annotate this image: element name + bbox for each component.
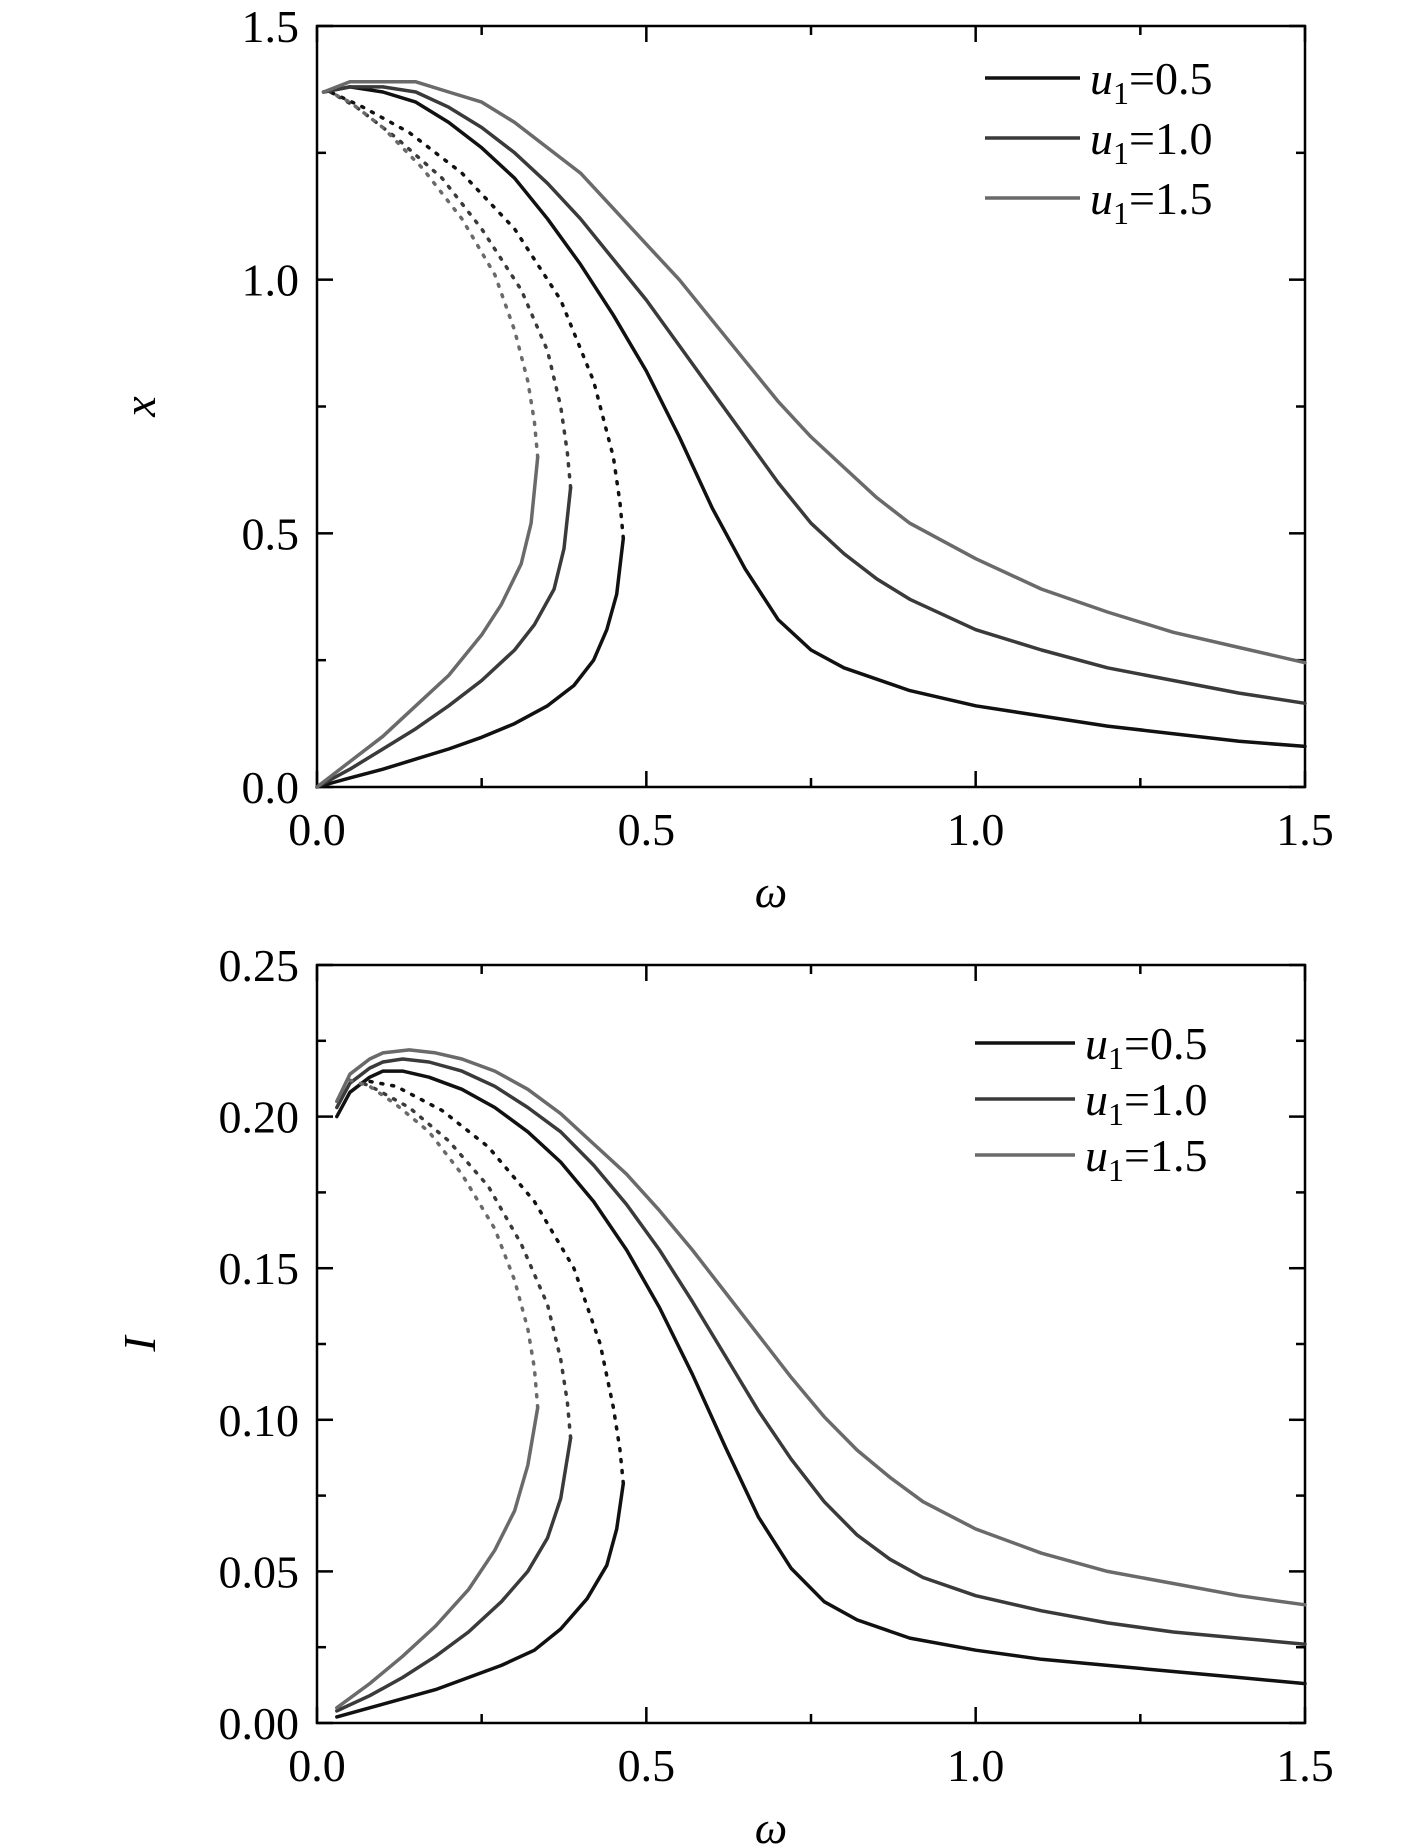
y-axis-title: x <box>114 396 165 418</box>
series-3-lower-branch <box>315 455 540 789</box>
x-axis-title: ω <box>755 1802 787 1846</box>
legend-var: u <box>1090 53 1113 104</box>
legend-subscript: 1 <box>1113 75 1129 111</box>
legend-subscript: 1 <box>1108 1040 1124 1076</box>
y-axis-title: I <box>114 1334 165 1353</box>
y-tick-label: 0.25 <box>219 940 300 991</box>
series-2-upper-branch <box>321 85 1307 706</box>
legend-var: u <box>1085 1074 1108 1125</box>
legend-label-3: u1=1.5 <box>1085 1130 1207 1188</box>
series-3-unstable-branch <box>328 90 540 459</box>
x-axis-title: ω <box>755 866 787 917</box>
x-tick-label: 1.5 <box>1276 804 1334 855</box>
legend-label-3: u1=1.5 <box>1090 173 1212 231</box>
x-tick-label: 0.5 <box>618 1740 676 1791</box>
y-tick-label: 0.05 <box>219 1546 300 1597</box>
x-tick-label: 0.0 <box>288 1740 346 1791</box>
y-tick-label: 0.0 <box>242 762 300 813</box>
series-2-lower-branch <box>335 1436 573 1713</box>
legend-value: =1.0 <box>1124 1074 1207 1125</box>
legend-label-2: u1=1.0 <box>1085 1074 1207 1132</box>
x-tick-label: 1.0 <box>947 1740 1005 1791</box>
series-2-unstable-branch <box>328 90 573 490</box>
y-tick-label: 0.15 <box>219 1243 300 1294</box>
series-3-unstable-branch <box>348 1078 540 1410</box>
legend-value: =0.5 <box>1129 53 1212 104</box>
x-tick-label: 1.5 <box>1276 1740 1334 1791</box>
legend-value: =0.5 <box>1124 1018 1207 1069</box>
y-tick-label: 0.5 <box>242 508 300 559</box>
legend-var: u <box>1085 1018 1108 1069</box>
series-3-upper-branch <box>321 80 1307 665</box>
legend-subscript: 1 <box>1108 1096 1124 1132</box>
y-tick-label: 0.20 <box>219 1092 300 1143</box>
x-tick-label: 1.0 <box>947 804 1005 855</box>
chart-panel-2: 0.0 0.5 1.0 1.50.000.050.100.150.200.25ωIu1… <box>114 940 1334 1846</box>
series-3-lower-branch <box>335 1405 540 1710</box>
series-1-upper-branch <box>335 1069 1307 1686</box>
legend-label-1: u1=0.5 <box>1085 1018 1207 1076</box>
y-tick-label: 0.10 <box>219 1395 300 1446</box>
legend-subscript: 1 <box>1108 1152 1124 1188</box>
legend-value: =1.0 <box>1129 113 1212 164</box>
series-1-unstable-branch <box>361 1078 626 1486</box>
legend-value: =1.5 <box>1124 1130 1207 1181</box>
series-1-lower-branch <box>335 1481 626 1719</box>
legend-var: u <box>1090 173 1113 224</box>
y-tick-label: 0.00 <box>219 1698 300 1749</box>
y-tick-label: 1.0 <box>242 255 300 306</box>
series-3-upper-branch <box>335 1048 1307 1607</box>
legend-label-1: u1=0.5 <box>1090 53 1212 111</box>
y-tick-label: 1.5 <box>242 1 300 52</box>
series-2-unstable-branch <box>354 1078 573 1440</box>
x-tick-label: 0.0 <box>288 804 346 855</box>
series-2-lower-branch <box>315 485 573 789</box>
legend-label-2: u1=1.0 <box>1090 113 1212 171</box>
legend-var: u <box>1090 113 1113 164</box>
chart-panel-1: 0.0 0.5 1.0 1.50.00.51.01.5ωxu1=0.5u1=1.0u1… <box>114 1 1334 917</box>
series-1-upper-branch <box>321 85 1307 749</box>
legend-subscript: 1 <box>1113 135 1129 171</box>
x-tick-label: 0.5 <box>618 804 676 855</box>
series-1-lower-branch <box>315 536 626 789</box>
legend-var: u <box>1085 1130 1108 1181</box>
series-1-unstable-branch <box>328 90 626 541</box>
legend-value: =1.5 <box>1129 173 1212 224</box>
series-2-upper-branch <box>335 1057 1307 1646</box>
legend-subscript: 1 <box>1113 195 1129 231</box>
